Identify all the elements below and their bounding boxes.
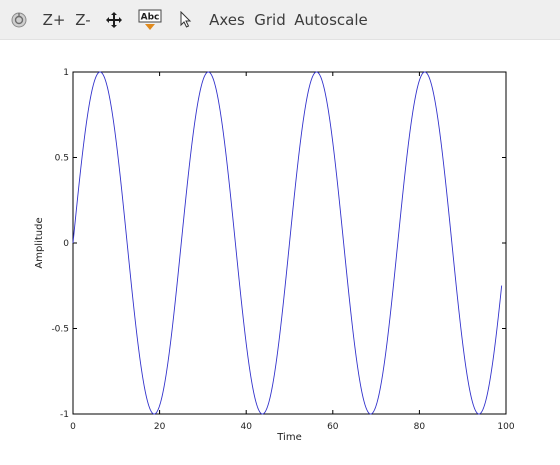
pan-button[interactable]: [103, 8, 125, 32]
axes-button[interactable]: Axes: [209, 8, 245, 32]
select-button[interactable]: [176, 8, 196, 32]
zoom-out-label: Z-: [75, 11, 91, 29]
insert-text-button[interactable]: Abc: [138, 8, 162, 32]
x-tick-label: 80: [414, 422, 426, 432]
tick-marks: [72, 71, 507, 415]
zoom-in-button[interactable]: Z+: [42, 8, 66, 32]
rotate-button[interactable]: [8, 8, 30, 32]
x-tick-label: 40: [240, 422, 252, 432]
tick-labels: 0 20 40 60 80 100 1 0.5 0 -0.5 -1: [51, 68, 514, 432]
x-tick-label: 60: [327, 422, 339, 432]
zoom-in-label: Z+: [42, 11, 66, 29]
x-tick-label: 0: [70, 422, 76, 432]
y-tick-label: 0: [63, 239, 69, 249]
toolbar: Z+ Z- Abc Axes Grid: [0, 0, 560, 40]
axes-label: Axes: [209, 11, 245, 29]
grid-button[interactable]: Grid: [254, 8, 286, 32]
y-axis-label: Amplitude: [34, 217, 45, 268]
y-tick-label: -1: [60, 410, 69, 420]
series-line: [72, 71, 503, 415]
rotate-icon: [10, 11, 28, 29]
text-insert-label: Abc: [141, 13, 160, 23]
pointer-icon: [179, 11, 193, 29]
y-tick-label: 1: [63, 68, 69, 78]
line-chart: 0 20 40 60 80 100 1 0.5 0 -0.5 -1 Time Amplitude: [34, 68, 515, 443]
y-tick-label: 0.5: [55, 154, 69, 164]
plot-area[interactable]: 0 20 40 60 80 100 1 0.5 0 -0.5 -1 Time Amplitude: [0, 40, 560, 461]
x-axis-label: Time: [276, 432, 301, 443]
y-tick-label: -0.5: [51, 325, 69, 335]
grid-label: Grid: [254, 11, 286, 29]
autoscale-label: Autoscale: [294, 11, 368, 29]
x-tick-label: 20: [154, 422, 166, 432]
autoscale-button[interactable]: Autoscale: [294, 8, 368, 32]
zoom-out-button[interactable]: Z-: [73, 8, 93, 32]
x-tick-label: 100: [497, 422, 514, 432]
pan-icon: [105, 11, 123, 29]
text-insert-icon: Abc: [138, 9, 162, 31]
